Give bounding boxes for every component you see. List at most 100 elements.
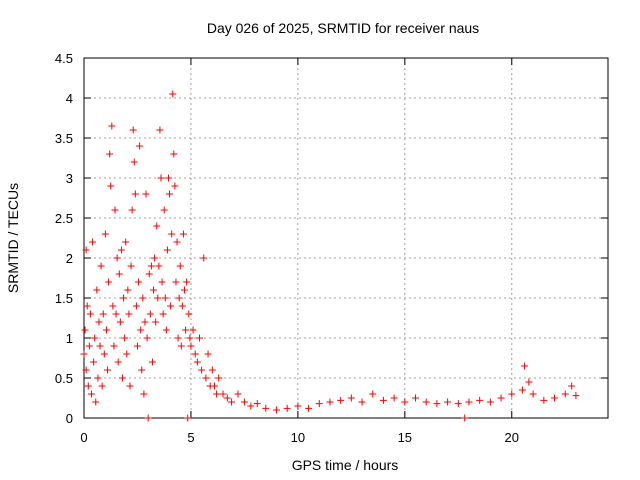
data-point (138, 366, 146, 374)
data-point (81, 326, 89, 334)
data-point (253, 400, 261, 408)
data-point (168, 230, 176, 238)
data-point (521, 362, 529, 370)
data-point (326, 398, 334, 406)
data-point (223, 394, 231, 402)
data-point (169, 90, 177, 98)
data-point (84, 382, 92, 390)
data-point (175, 294, 183, 302)
y-tick-label: 0 (66, 411, 73, 426)
data-point (178, 302, 186, 310)
data-point (128, 206, 136, 214)
data-point (572, 392, 580, 400)
data-point (272, 406, 280, 414)
data-point (127, 262, 135, 270)
data-point (89, 238, 97, 246)
data-point (358, 398, 366, 406)
data-point (347, 394, 355, 402)
data-point (112, 310, 120, 318)
data-point (210, 382, 218, 390)
data-point (476, 396, 484, 404)
data-point (164, 174, 172, 182)
data-point (369, 390, 377, 398)
data-point (540, 396, 548, 404)
y-tick-label: 2.5 (55, 211, 73, 226)
data-point (111, 206, 119, 214)
data-point (137, 326, 145, 334)
data-point (182, 326, 190, 334)
data-point (107, 182, 115, 190)
data-point (305, 404, 313, 412)
data-point (159, 310, 167, 318)
data-point (129, 126, 137, 134)
data-point (148, 358, 156, 366)
data-point (132, 302, 140, 310)
chart-title: Day 026 of 2025, SRMTID for receiver nau… (207, 20, 479, 36)
y-tick-label: 2 (66, 251, 73, 266)
data-point (142, 190, 150, 198)
data-point (497, 394, 505, 402)
data-point (125, 310, 133, 318)
data-point (155, 262, 163, 270)
data-point (461, 414, 469, 422)
data-point (96, 342, 104, 350)
data-point (200, 254, 208, 262)
data-point (154, 294, 162, 302)
data-point (93, 286, 101, 294)
data-point (153, 222, 161, 230)
data-point (124, 286, 132, 294)
data-point (105, 278, 113, 286)
data-point (315, 400, 323, 408)
x-tick-label: 0 (80, 430, 87, 445)
y-tick-label: 0.5 (55, 371, 73, 386)
data-point (114, 358, 122, 366)
data-point (525, 378, 533, 386)
data-point (121, 334, 129, 342)
data-point (234, 390, 242, 398)
data-point (101, 230, 109, 238)
data-point (141, 318, 149, 326)
data-point (99, 310, 107, 318)
data-point (195, 334, 203, 342)
data-point (171, 182, 179, 190)
data-point (133, 342, 141, 350)
y-tick-label: 4.5 (55, 51, 73, 66)
data-point (529, 390, 537, 398)
data-point (283, 404, 291, 412)
data-point (157, 174, 165, 182)
data-point (160, 206, 168, 214)
data-point (85, 342, 93, 350)
data-point (228, 398, 236, 406)
data-point (151, 254, 159, 262)
data-point (173, 238, 181, 246)
data-point (97, 262, 105, 270)
plot-frame (83, 57, 609, 419)
data-point (130, 158, 138, 166)
data-point (80, 350, 88, 358)
data-point (486, 398, 494, 406)
data-point (115, 270, 123, 278)
data-point (568, 382, 576, 390)
data-point (247, 402, 255, 410)
data-point (140, 390, 148, 398)
data-point (561, 390, 569, 398)
data-point (181, 286, 189, 294)
y-tick-label: 1.5 (55, 291, 73, 306)
y-tick-label: 3.5 (55, 131, 73, 146)
data-point (126, 382, 134, 390)
data-point (508, 390, 516, 398)
data-point (193, 358, 201, 366)
data-point (104, 366, 112, 374)
data-point (102, 326, 110, 334)
data-point (82, 366, 90, 374)
data-point (94, 374, 102, 382)
data-point (213, 390, 221, 398)
data-point (204, 350, 212, 358)
data-point (551, 394, 559, 402)
x-tick-label: 5 (187, 430, 194, 445)
data-point (156, 126, 164, 134)
data-point (174, 334, 182, 342)
data-point (109, 302, 117, 310)
data-point (465, 398, 473, 406)
